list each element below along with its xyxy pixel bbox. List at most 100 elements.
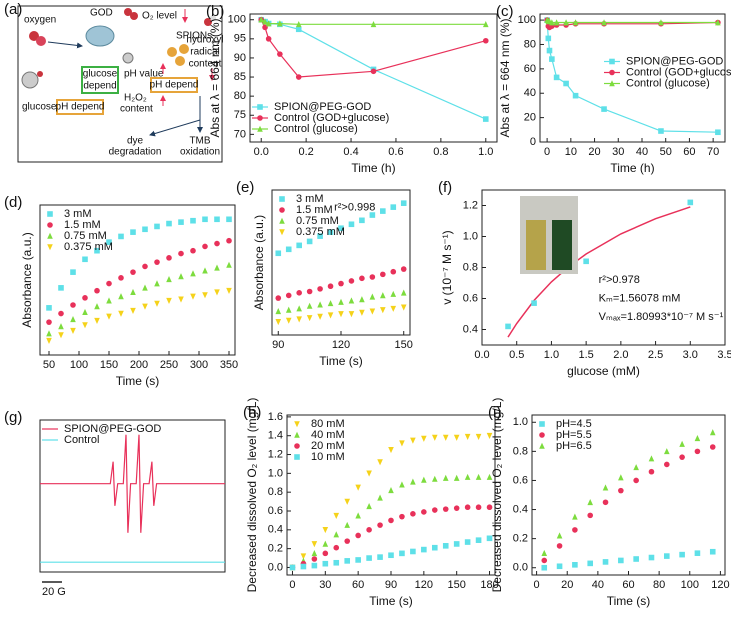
x-tick-label: 100 [70,359,88,371]
marker [142,284,148,291]
marker [390,204,397,210]
marker [285,246,292,253]
x-tick-label: 90 [385,579,397,591]
marker [464,504,471,511]
marker [369,212,376,218]
y-tick-label: 1.2 [463,199,478,211]
marker [214,216,220,223]
x-tick-label: 150 [100,359,118,371]
marker [648,468,655,475]
marker [366,470,372,477]
x-tick-label: 0.5 [509,349,524,361]
marker [344,558,351,564]
marker [572,513,578,520]
arrow [149,96,201,137]
series-line [40,434,225,533]
molecule [124,8,132,16]
marker [118,310,124,317]
legend-marker [47,232,53,239]
x-tick-label: 0.8 [433,146,448,158]
y-axis-title: Absorbance (a.u.) [252,215,266,310]
legend-marker [294,454,300,460]
marker [601,106,607,112]
y-tick-label: 60 [524,63,536,75]
marker [572,92,579,99]
marker [58,323,64,330]
x-tick-label: 1.0 [544,349,559,361]
marker [82,308,88,315]
legend-marker [294,421,300,428]
marker [541,549,548,556]
marker [190,293,196,300]
marker [486,504,493,511]
marker [410,437,416,444]
marker [327,312,334,319]
marker [154,223,160,230]
marker [421,435,427,442]
panel-label: (d) [4,194,22,211]
annotation: r²>0.998 [334,201,375,213]
marker [453,434,460,441]
marker [70,327,76,335]
marker [618,557,624,564]
y-axis-title: Decreased dissolved O₂ level (mg/L) [490,398,504,593]
x-tick-label: 120 [332,339,350,351]
x-tick-label: 80 [653,579,665,591]
marker [214,289,220,296]
marker [431,434,438,441]
marker [190,270,196,277]
vial-green [552,220,572,270]
marker [338,311,344,318]
x-tick-label: 40 [592,579,604,591]
y-tick-label: 0.2 [268,543,283,555]
marker [178,219,184,225]
series-line [546,19,718,24]
marker [366,555,372,561]
marker [317,313,323,320]
x-tick-label: 1.0 [478,146,493,158]
y-tick-label: 0 [530,136,536,148]
x-tick-label: 300 [190,359,208,371]
marker [475,504,482,511]
label: SPIONs [176,31,212,42]
marker [130,269,136,275]
marker [359,275,365,282]
y-tick-label: 0.0 [268,561,283,573]
label: pH value [124,69,164,80]
marker [486,473,493,480]
marker [709,444,716,450]
nanoparticle [167,47,177,57]
marker [556,532,563,539]
marker [300,563,307,570]
legend-label: 0.375 mM [64,241,113,253]
marker [285,306,292,313]
marker [369,274,376,280]
molecule [204,18,212,26]
marker [388,486,394,494]
y-axis-title: v (10⁻⁷ M s⁻¹) [440,230,454,304]
marker [202,216,208,223]
legend-marker [279,217,285,224]
marker [277,51,283,57]
legend-label: pH=5.5 [556,429,592,441]
x-axis-title: Time (h) [351,161,395,175]
label: H₂O₂ [124,93,147,104]
annotation: r²>0.978 [599,274,640,286]
x-tick-label: 20 [561,579,573,591]
marker [442,543,449,549]
marker [602,499,609,506]
legend-label: 10 mM [311,451,345,463]
y-tick-label: 0.4 [463,323,478,335]
marker [366,502,372,510]
marker [262,18,268,25]
marker [118,293,124,300]
marker [106,297,112,304]
marker [296,290,302,296]
marker [275,250,282,257]
marker [431,507,438,513]
marker [377,522,383,528]
marker [154,300,160,307]
legend-marker [257,125,263,132]
x-tick-label: 60 [352,579,364,591]
marker [380,271,386,278]
